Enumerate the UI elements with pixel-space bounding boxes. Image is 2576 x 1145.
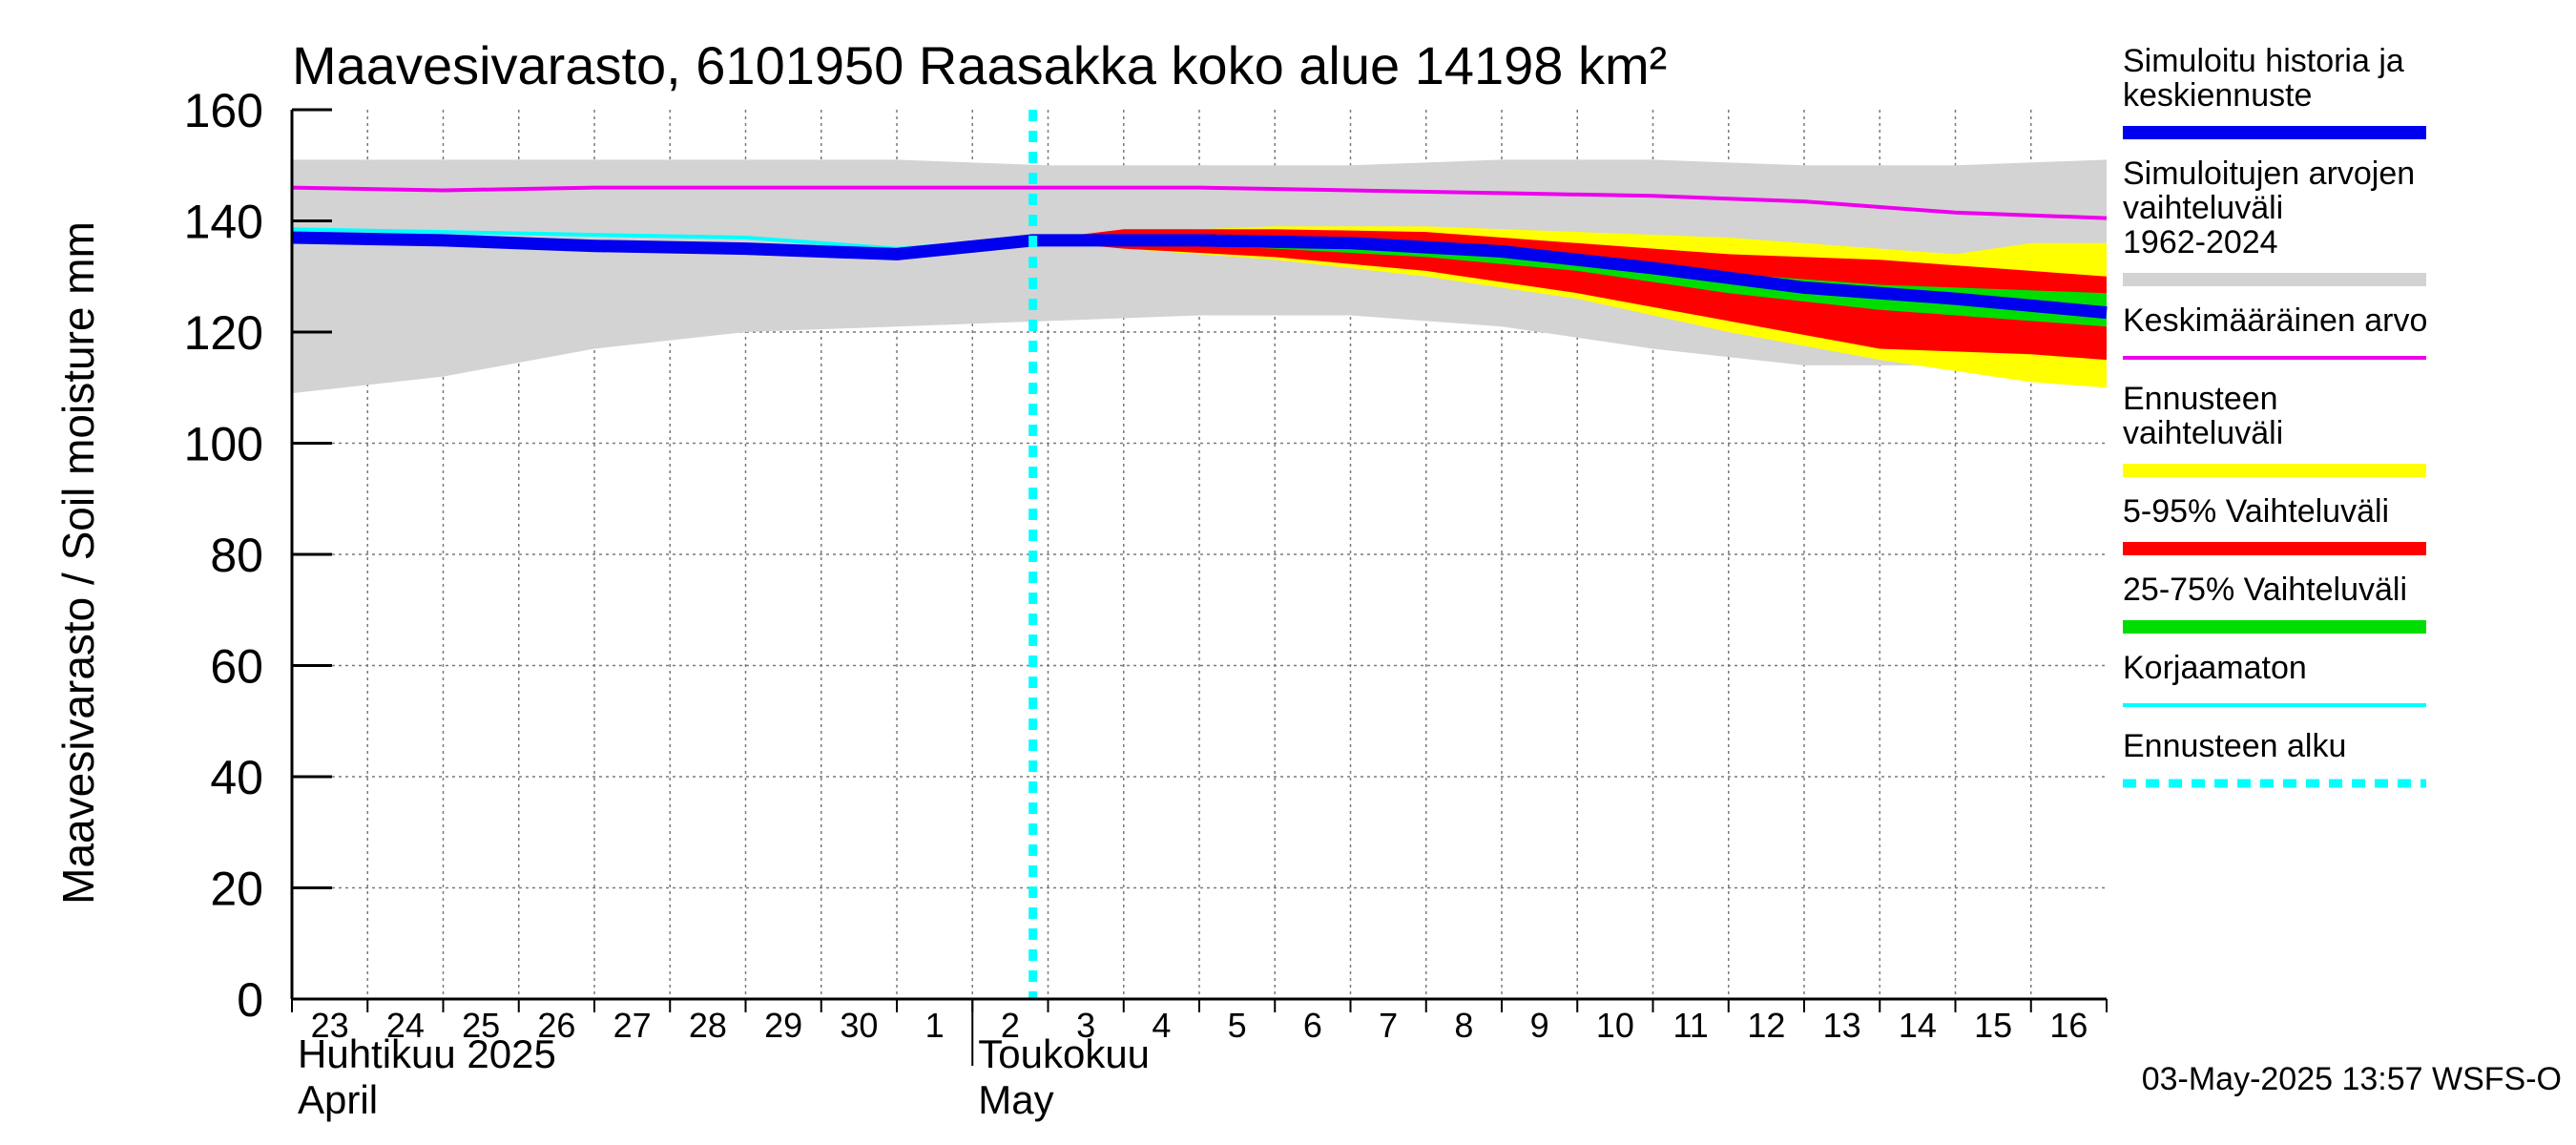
x-tick-label: 26 xyxy=(537,1006,575,1045)
legend-label-6: Korjaamaton xyxy=(2123,650,2307,686)
x-tick-label: 13 xyxy=(1823,1006,1861,1045)
x-tick-label: 11 xyxy=(1672,1006,1708,1045)
y-tick-label: 60 xyxy=(210,640,263,694)
y-tick-label: 160 xyxy=(184,84,263,137)
series-band-2 xyxy=(1032,229,2107,361)
y-tick-label: 0 xyxy=(237,973,263,1027)
month-label-en: May xyxy=(978,1077,1053,1122)
x-tick-label: 15 xyxy=(1974,1006,2012,1045)
legend-label-7: Ennusteen alku xyxy=(2123,728,2346,764)
x-tick-label: 14 xyxy=(1899,1006,1937,1045)
legend-label-5: 25-75% Vaihteluväli xyxy=(2123,572,2407,608)
x-tick-label: 27 xyxy=(613,1006,652,1045)
x-tick-label: 23 xyxy=(311,1006,349,1045)
legend-label-0: Simuloitu historia ja keskiennuste xyxy=(2123,43,2404,114)
y-tick-label: 120 xyxy=(184,306,263,360)
x-tick-label: 2 xyxy=(1001,1006,1020,1045)
y-tick-label: 20 xyxy=(210,863,263,916)
legend-label-3: Ennusteen vaihteluväli xyxy=(2123,381,2283,451)
x-tick-label: 5 xyxy=(1228,1006,1247,1045)
x-tick-label: 25 xyxy=(462,1006,500,1045)
series-band-0 xyxy=(292,159,2107,394)
legend: Simuloitu historia ja keskiennuste Simuloi… xyxy=(2123,43,2427,788)
x-tick-label: 10 xyxy=(1596,1006,1634,1045)
x-tick-label: 6 xyxy=(1303,1006,1322,1045)
y-axis-label: Maavesivarasto / Soil moisture mm xyxy=(53,221,103,905)
x-tick-label: 16 xyxy=(2049,1006,2088,1045)
y-tick-label: 40 xyxy=(210,751,263,804)
month-label-fi: Huhtikuu 2025 xyxy=(298,1031,556,1076)
x-tick-label: 9 xyxy=(1530,1006,1549,1045)
timestamp: 03-May-2025 13:57 WSFS-O xyxy=(2142,1061,2562,1097)
y-tick-label: 80 xyxy=(210,529,263,582)
legend-label-2: Keskimääräinen arvo xyxy=(2123,302,2427,339)
y-tick-label: 100 xyxy=(184,418,263,471)
x-tick-label: 29 xyxy=(764,1006,802,1045)
x-tick-label: 4 xyxy=(1152,1006,1171,1045)
x-tick-label: 8 xyxy=(1454,1006,1473,1045)
x-tick-label: 24 xyxy=(386,1006,425,1045)
month-label-fi: Toukokuu xyxy=(978,1031,1150,1076)
series-line-4 xyxy=(291,185,2108,220)
chart-title: Maavesivarasto, 6101950 Raasakka koko al… xyxy=(292,35,1667,95)
x-tick-label: 30 xyxy=(840,1006,878,1045)
x-tick-label: 12 xyxy=(1747,1006,1785,1045)
x-tick-label: 3 xyxy=(1076,1006,1095,1045)
x-tick-label: 7 xyxy=(1379,1006,1398,1045)
month-label-en: April xyxy=(298,1077,378,1122)
legend-label-4: 5-95% Vaihteluväli xyxy=(2123,493,2389,530)
legend-label-1: Simuloitujen arvojen vaihteluväli 1962-202… xyxy=(2123,156,2415,260)
series-band-3 xyxy=(1032,235,2107,327)
y-tick-label: 140 xyxy=(184,196,263,249)
x-tick-label: 1 xyxy=(925,1006,945,1045)
series-line-6 xyxy=(291,231,2108,320)
x-tick-label: 28 xyxy=(689,1006,727,1045)
